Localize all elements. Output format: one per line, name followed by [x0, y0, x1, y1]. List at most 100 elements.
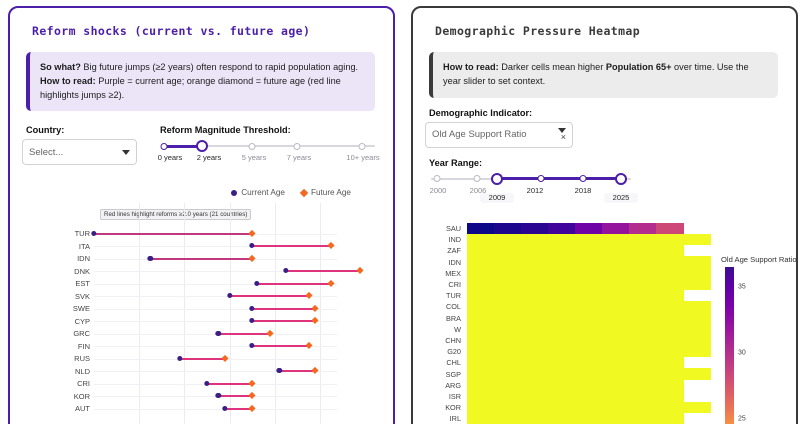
dotplot-current-age-dot[interactable] [222, 405, 228, 411]
dotplot-current-age-dot[interactable] [215, 393, 221, 399]
heatmap-cell[interactable] [548, 222, 576, 235]
heatmap-cell[interactable] [602, 267, 630, 279]
heatmap-cell[interactable] [629, 289, 657, 302]
heatmap-cell[interactable] [548, 289, 576, 302]
heatmap-cell[interactable] [575, 222, 603, 235]
heatmap-cell[interactable] [629, 233, 657, 246]
heatmap-cell[interactable] [467, 312, 495, 324]
heatmap-cell[interactable] [494, 300, 522, 313]
heatmap-cell[interactable] [494, 390, 522, 403]
heatmap-cell[interactable] [656, 323, 684, 335]
dotplot-current-age-dot[interactable] [276, 368, 282, 374]
heatmap-cell[interactable] [656, 412, 684, 424]
threshold-tick-4[interactable] [358, 142, 366, 150]
heatmap-cell[interactable] [494, 233, 522, 246]
heatmap-cell[interactable] [494, 278, 522, 291]
heatmap-cell[interactable] [521, 334, 549, 347]
heatmap-cell[interactable] [629, 379, 657, 391]
heatmap-cell[interactable] [575, 368, 603, 380]
year-slider-handle-min[interactable] [491, 172, 503, 185]
heatmap-cell[interactable] [602, 412, 630, 424]
dotplot-row[interactable]: IDN [22, 252, 381, 265]
indicator-select[interactable]: Old Age Support Ratio × [425, 121, 573, 148]
heatmap-cell[interactable] [575, 412, 603, 424]
heatmap-cell[interactable] [548, 323, 576, 335]
heatmap-cell[interactable] [494, 356, 522, 369]
heatmap-cell[interactable] [467, 323, 495, 335]
heatmap-cell[interactable] [467, 233, 495, 246]
heatmap-cell[interactable] [575, 300, 603, 313]
heatmap-cell[interactable] [683, 401, 711, 414]
heatmap-cell[interactable] [602, 300, 630, 313]
heatmap-cell[interactable] [602, 368, 630, 380]
dotplot-row[interactable]: FIN [22, 340, 381, 353]
heatmap-cell[interactable] [521, 300, 549, 313]
heatmap-cell[interactable] [494, 401, 522, 414]
heatmap-cell[interactable] [629, 356, 657, 369]
heatmap-cell[interactable] [521, 390, 549, 403]
dotplot-current-age-dot[interactable] [177, 355, 183, 361]
heatmap-cell[interactable] [656, 379, 684, 391]
dotplot-row[interactable]: EST [22, 277, 381, 290]
heatmap-cell[interactable] [521, 356, 549, 369]
heatmap-cell[interactable] [548, 390, 576, 403]
dotplot-row[interactable]: SWE [22, 302, 381, 315]
heatmap-cell[interactable] [575, 267, 603, 279]
heatmap-cell[interactable] [602, 401, 630, 414]
heatmap-cell[interactable] [548, 345, 576, 358]
heatmap-cell[interactable] [656, 390, 684, 403]
heatmap-cell[interactable] [602, 334, 630, 347]
heatmap-cell[interactable] [629, 345, 657, 358]
clear-icon[interactable]: × [560, 131, 566, 142]
heatmap-cell[interactable] [656, 300, 684, 313]
dotplot-future-age-diamond[interactable] [221, 354, 229, 363]
heatmap-cell[interactable] [602, 345, 630, 358]
heatmap-cell[interactable] [602, 222, 630, 235]
dotplot-current-age-dot[interactable] [147, 255, 154, 261]
heatmap-cell[interactable] [602, 256, 630, 268]
dotplot-current-age-dot[interactable] [226, 293, 233, 299]
heatmap-cell[interactable] [494, 256, 522, 268]
heatmap-cell[interactable] [521, 278, 549, 291]
dotplot-row[interactable]: CRI [22, 377, 381, 390]
heatmap-cell[interactable] [467, 368, 495, 380]
heatmap-cell[interactable] [656, 222, 684, 235]
heatmap-cell[interactable] [629, 401, 657, 414]
heatmap-cell[interactable] [629, 334, 657, 347]
heatmap-cell[interactable] [629, 244, 657, 257]
heatmap-cell[interactable] [521, 256, 549, 268]
heatmap-cell[interactable] [521, 412, 549, 424]
heatmap-cell[interactable] [521, 312, 549, 324]
heatmap-cell[interactable] [602, 278, 630, 291]
heatmap-cell[interactable] [683, 233, 711, 246]
heatmap-cell[interactable] [629, 222, 657, 235]
heatmap-cell[interactable] [629, 390, 657, 403]
heatmap-cell[interactable] [575, 390, 603, 403]
threshold-slider-handle[interactable] [196, 140, 208, 153]
year-range-slider[interactable]: 2000 2006 2009 2012 2018 2025 [425, 172, 638, 209]
dotplot-future-age-diamond[interactable] [311, 366, 320, 375]
heatmap-cell[interactable] [494, 267, 522, 279]
heatmap-cell[interactable] [656, 368, 684, 380]
heatmap-cell[interactable] [656, 356, 684, 369]
heatmap-cell[interactable] [656, 256, 684, 268]
year-slider-handle-max[interactable] [615, 172, 627, 185]
heatmap-cell[interactable] [575, 345, 603, 358]
heatmap-cell[interactable] [548, 412, 576, 424]
dotplot-current-age-dot[interactable] [215, 330, 221, 336]
heatmap-cell[interactable] [548, 300, 576, 313]
threshold-tick-2[interactable] [248, 142, 256, 150]
heatmap-cell[interactable] [602, 289, 630, 302]
heatmap-cell[interactable] [602, 323, 630, 335]
heatmap-cell[interactable] [521, 379, 549, 391]
threshold-slider-track[interactable] [160, 140, 375, 153]
dotplot-future-age-diamond[interactable] [248, 404, 256, 413]
heatmap-cell[interactable] [575, 256, 603, 268]
threshold-tick-3[interactable] [293, 142, 301, 150]
dotplot-current-age-dot[interactable] [249, 305, 255, 311]
heatmap-cell[interactable] [683, 368, 711, 380]
heatmap-cell[interactable] [521, 368, 549, 380]
dotplot-current-age-dot[interactable] [253, 280, 260, 286]
heatmap-cell[interactable] [683, 323, 711, 335]
heatmap-cell[interactable] [683, 278, 711, 291]
